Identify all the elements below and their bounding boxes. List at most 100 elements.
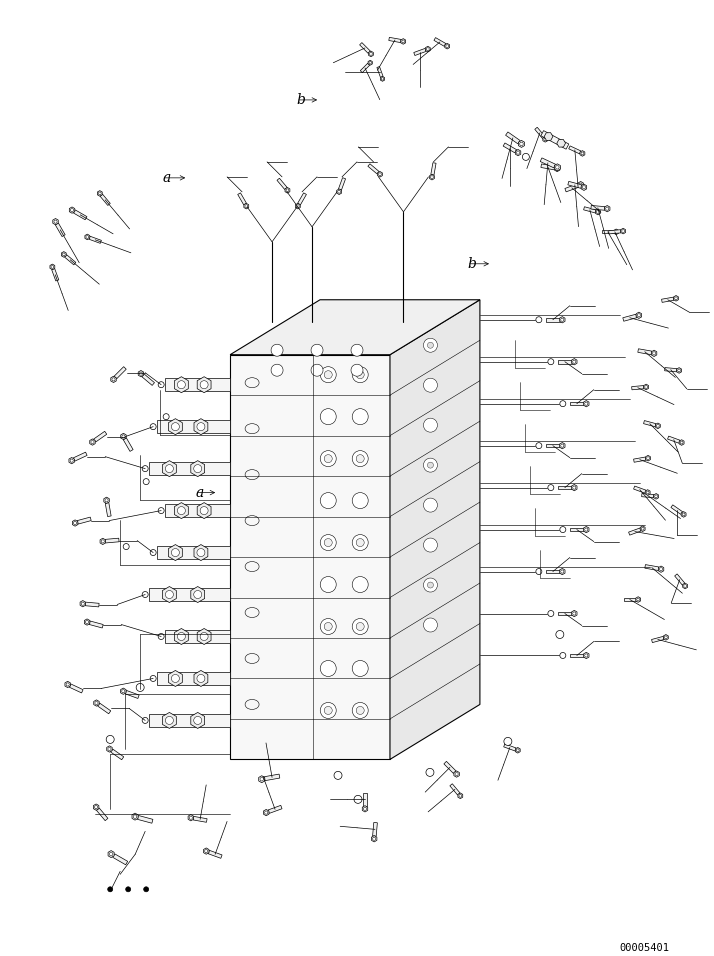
Polygon shape (111, 377, 116, 382)
Polygon shape (96, 808, 108, 820)
Circle shape (428, 462, 433, 468)
Polygon shape (86, 602, 99, 607)
Circle shape (205, 850, 208, 853)
Polygon shape (675, 574, 685, 585)
Circle shape (321, 576, 336, 593)
Circle shape (159, 634, 164, 640)
Polygon shape (121, 433, 126, 440)
Polygon shape (174, 503, 188, 518)
Polygon shape (97, 190, 102, 196)
Polygon shape (197, 628, 211, 644)
Polygon shape (518, 141, 525, 147)
Circle shape (142, 466, 149, 471)
Polygon shape (580, 151, 585, 156)
Bar (157, 672, 230, 684)
Polygon shape (591, 206, 605, 210)
Circle shape (637, 598, 640, 601)
Circle shape (62, 253, 65, 256)
Polygon shape (644, 384, 648, 390)
Polygon shape (114, 367, 126, 379)
Circle shape (108, 887, 113, 892)
Circle shape (455, 772, 458, 775)
Circle shape (381, 77, 383, 80)
Polygon shape (571, 358, 577, 365)
Circle shape (321, 408, 336, 424)
Circle shape (166, 465, 174, 472)
Circle shape (86, 235, 89, 238)
Bar (157, 546, 230, 559)
Circle shape (622, 229, 625, 232)
Polygon shape (268, 805, 282, 814)
Circle shape (373, 837, 376, 840)
Polygon shape (614, 229, 618, 234)
Polygon shape (111, 750, 124, 760)
Circle shape (660, 568, 663, 571)
Circle shape (426, 48, 429, 51)
Polygon shape (651, 350, 657, 357)
Circle shape (321, 703, 336, 718)
Circle shape (352, 534, 368, 551)
Circle shape (678, 369, 680, 372)
Circle shape (356, 371, 364, 379)
Polygon shape (378, 171, 382, 177)
Polygon shape (90, 439, 95, 445)
Bar (157, 421, 230, 433)
Polygon shape (104, 497, 109, 504)
Polygon shape (108, 851, 114, 858)
Polygon shape (69, 684, 83, 693)
Circle shape (142, 592, 149, 598)
Circle shape (446, 45, 448, 48)
Circle shape (334, 771, 342, 779)
Polygon shape (72, 520, 78, 526)
Polygon shape (426, 46, 431, 52)
Circle shape (560, 570, 564, 573)
Circle shape (560, 653, 565, 659)
Polygon shape (298, 193, 306, 205)
Circle shape (321, 492, 336, 509)
Polygon shape (94, 804, 99, 811)
Circle shape (423, 618, 438, 632)
Circle shape (579, 183, 583, 186)
Circle shape (159, 381, 164, 388)
Circle shape (520, 142, 523, 145)
Circle shape (311, 344, 323, 357)
Polygon shape (445, 43, 450, 49)
Polygon shape (560, 316, 565, 323)
Polygon shape (100, 194, 110, 206)
Circle shape (200, 507, 208, 514)
Circle shape (402, 40, 405, 43)
Polygon shape (645, 455, 650, 461)
Polygon shape (50, 264, 55, 270)
Polygon shape (197, 503, 211, 518)
Polygon shape (557, 140, 565, 147)
Polygon shape (602, 230, 614, 233)
Polygon shape (338, 178, 346, 190)
Circle shape (101, 540, 104, 543)
Circle shape (544, 138, 547, 141)
Polygon shape (541, 163, 555, 170)
Polygon shape (558, 612, 572, 616)
Circle shape (150, 424, 156, 429)
Polygon shape (368, 51, 373, 56)
Circle shape (653, 352, 655, 355)
Circle shape (311, 364, 323, 377)
Circle shape (352, 703, 368, 718)
Polygon shape (430, 174, 434, 180)
Polygon shape (679, 440, 684, 445)
Polygon shape (654, 493, 658, 499)
Circle shape (423, 498, 438, 512)
Polygon shape (230, 355, 390, 759)
Polygon shape (85, 234, 90, 240)
Circle shape (680, 441, 683, 444)
Polygon shape (645, 565, 659, 571)
Circle shape (536, 569, 542, 575)
Circle shape (352, 576, 368, 593)
Circle shape (356, 455, 364, 463)
Polygon shape (197, 377, 211, 393)
Circle shape (428, 582, 433, 588)
Polygon shape (668, 436, 680, 444)
Polygon shape (645, 489, 650, 495)
Polygon shape (194, 670, 208, 686)
Polygon shape (84, 619, 90, 625)
Text: a: a (162, 171, 171, 185)
